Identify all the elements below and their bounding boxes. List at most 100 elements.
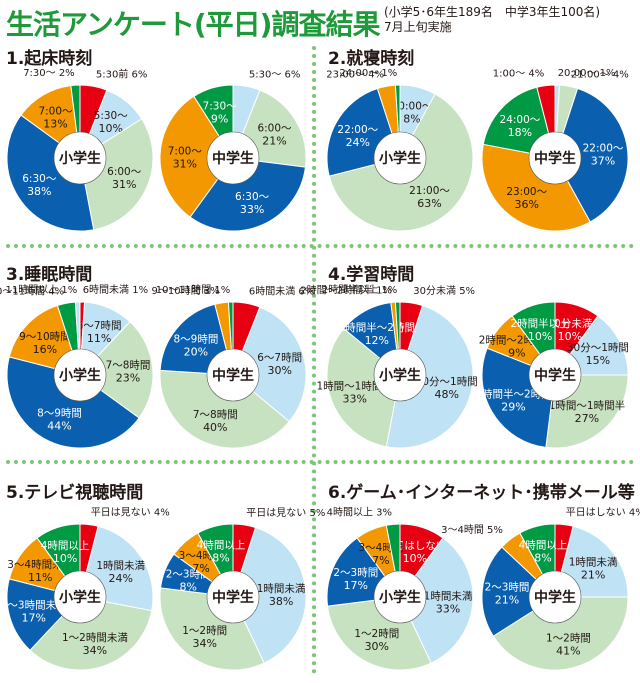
- slice-value: 36%: [514, 198, 538, 211]
- slice-value: 38%: [269, 595, 293, 608]
- pie-chart-10: 平日は見ない 5%1時間未満38%1～2時間34%2～3時間8%3～4時間7%4…: [159, 507, 325, 671]
- slice-value: 41%: [556, 644, 580, 657]
- section-title-tv: 5.テレビ視聴時間: [6, 483, 144, 503]
- slice-value: 30%: [267, 364, 291, 377]
- pie-chart-4: 20:00～ 1%21:00～ 4% 22:00～37% 23:00～36% 24:0…: [481, 68, 629, 232]
- pie-center-label: 小学生: [379, 589, 421, 606]
- slice-label: 8～9時間: [37, 408, 82, 420]
- slice-value: 8%: [403, 112, 420, 125]
- slice-value: 10%: [403, 552, 427, 565]
- slice-label-outside: 1:00～ 4%: [493, 69, 545, 80]
- pie-chart-2: 5:30～ 6% 6:00～21% 6:30～33% 7:00～31% 7:30～9% 中…: [159, 70, 307, 232]
- slice-value: 30%: [365, 640, 389, 653]
- pie-center-label: 小学生: [379, 150, 421, 167]
- slice-label-outside: 30分未満 5%: [413, 285, 475, 297]
- pie-slice: [159, 95, 234, 218]
- section-title-sleep: 3.睡眠時間: [6, 265, 93, 285]
- pie-slice: [326, 327, 401, 448]
- slice-value: 18%: [508, 126, 532, 139]
- slice-value: 31%: [112, 178, 136, 191]
- slice-label-outside: 平日はしない 4%: [566, 507, 640, 519]
- slice-value: 10%: [53, 552, 77, 565]
- pie-slice: [159, 369, 290, 449]
- slice-value: 9%: [508, 347, 525, 360]
- slice-label-outside: 5:30～ 6%: [249, 70, 301, 81]
- slice-label-outside: 2時間～2時間半 1%: [300, 283, 392, 296]
- slice-value: 10%: [98, 122, 122, 135]
- survey-note: (小学5･6年生189名 中学3年生100名) 7月上旬実施: [384, 5, 600, 35]
- slice-label-outside: 6時間未満 1%: [83, 284, 148, 296]
- slice-label: 9～10時間: [19, 331, 71, 343]
- slice-label: 1～2時間未満: [62, 632, 128, 644]
- slice-label: 23:00～: [506, 186, 547, 198]
- slice-label-outside: 24:00～ 1%: [339, 68, 397, 79]
- slice-label: 2～3時間: [333, 567, 378, 579]
- slice-label: 30分～1時間: [416, 376, 478, 388]
- pie-center-label: 中学生: [534, 589, 576, 606]
- slice-label: 4時間以上: [519, 539, 568, 551]
- slice-label: 7:00～: [168, 146, 203, 158]
- slice-label: 6:30～: [22, 173, 57, 185]
- pie-center: [53, 348, 107, 402]
- pie-center: [206, 348, 260, 402]
- slice-label: 4時間以上: [197, 539, 246, 551]
- pie-center: [373, 570, 427, 624]
- pie-center-label: 小学生: [59, 150, 101, 167]
- slice-label: 7～8時間: [193, 409, 238, 421]
- slice-value: 48%: [434, 388, 458, 401]
- slice-label: 6:00～: [257, 123, 292, 135]
- slice-value: 37%: [591, 155, 615, 168]
- slice-value: 27%: [575, 412, 599, 425]
- page-header: 生活アンケート(平日)調査結果 (小学5･6年生189名 中学3年生100名) …: [0, 0, 640, 42]
- pie-center-label: 中学生: [212, 589, 254, 606]
- pie-slice: [232, 526, 307, 664]
- slice-value: 33%: [436, 603, 460, 616]
- slice-label: 4時間以上: [41, 540, 90, 552]
- pie-center: [528, 348, 582, 402]
- slice-value: 13%: [43, 118, 67, 131]
- slice-label: 21:00～: [409, 185, 450, 197]
- pie-center-label: 小学生: [59, 589, 101, 606]
- slice-label-outside: 11時間以上 1%: [6, 284, 78, 296]
- slice-label: 24:00～: [500, 114, 541, 126]
- pie-slice: [481, 143, 591, 232]
- slice-label-outside: 4時間以上 3%: [327, 506, 392, 518]
- section-title-wake: 1.起床時刻: [6, 49, 93, 69]
- slice-label: 6:30～: [235, 191, 270, 203]
- pie-center: [373, 348, 427, 402]
- slice-label-outside: 平日は見ない 5%: [246, 507, 325, 519]
- slice-label: 1時間～1時間半: [549, 399, 625, 412]
- slice-label: 6～7時間: [257, 352, 302, 364]
- slice-value: 21%: [262, 135, 286, 148]
- slice-label-outside: 平日は見ない 4%: [91, 507, 170, 519]
- slice-value: 10%: [558, 330, 582, 343]
- slice-value: 11%: [87, 332, 111, 345]
- slice-label: 1時間～1時間半: [317, 379, 393, 392]
- pie-chart-11: 平日はしない10%1時間未満33%1～2時間30%2～3時間17%3～4時間7%…: [326, 506, 474, 671]
- horizontal-divider-2: [6, 460, 634, 464]
- section-title-games: 6.ゲーム･インターネット･携帯メール等: [328, 483, 635, 503]
- pie-center-label: 小学生: [379, 367, 421, 384]
- slice-label-outside: 10～11時間 1%: [156, 284, 231, 296]
- slice-value: 7%: [192, 562, 209, 575]
- slice-value: 20%: [184, 345, 208, 358]
- pie-slice: [554, 87, 629, 223]
- slice-value: 29%: [501, 401, 525, 414]
- slice-value: 33%: [240, 203, 264, 216]
- survey-note-line2: 7月上旬実施: [384, 20, 452, 34]
- slice-label: 1～2時間: [182, 625, 227, 637]
- slice-value: 10%: [528, 330, 552, 343]
- pie-center: [53, 570, 107, 624]
- slice-value: 12%: [365, 334, 389, 347]
- slice-label: 2～3時間未満: [1, 599, 67, 611]
- pie-slice: [481, 546, 556, 637]
- slice-label-outside: 9～10時間 3%: [152, 285, 220, 297]
- slice-value: 24%: [108, 572, 132, 585]
- slice-value: 34%: [192, 637, 216, 650]
- slice-value: 63%: [417, 197, 441, 210]
- slice-value: 16%: [33, 343, 57, 356]
